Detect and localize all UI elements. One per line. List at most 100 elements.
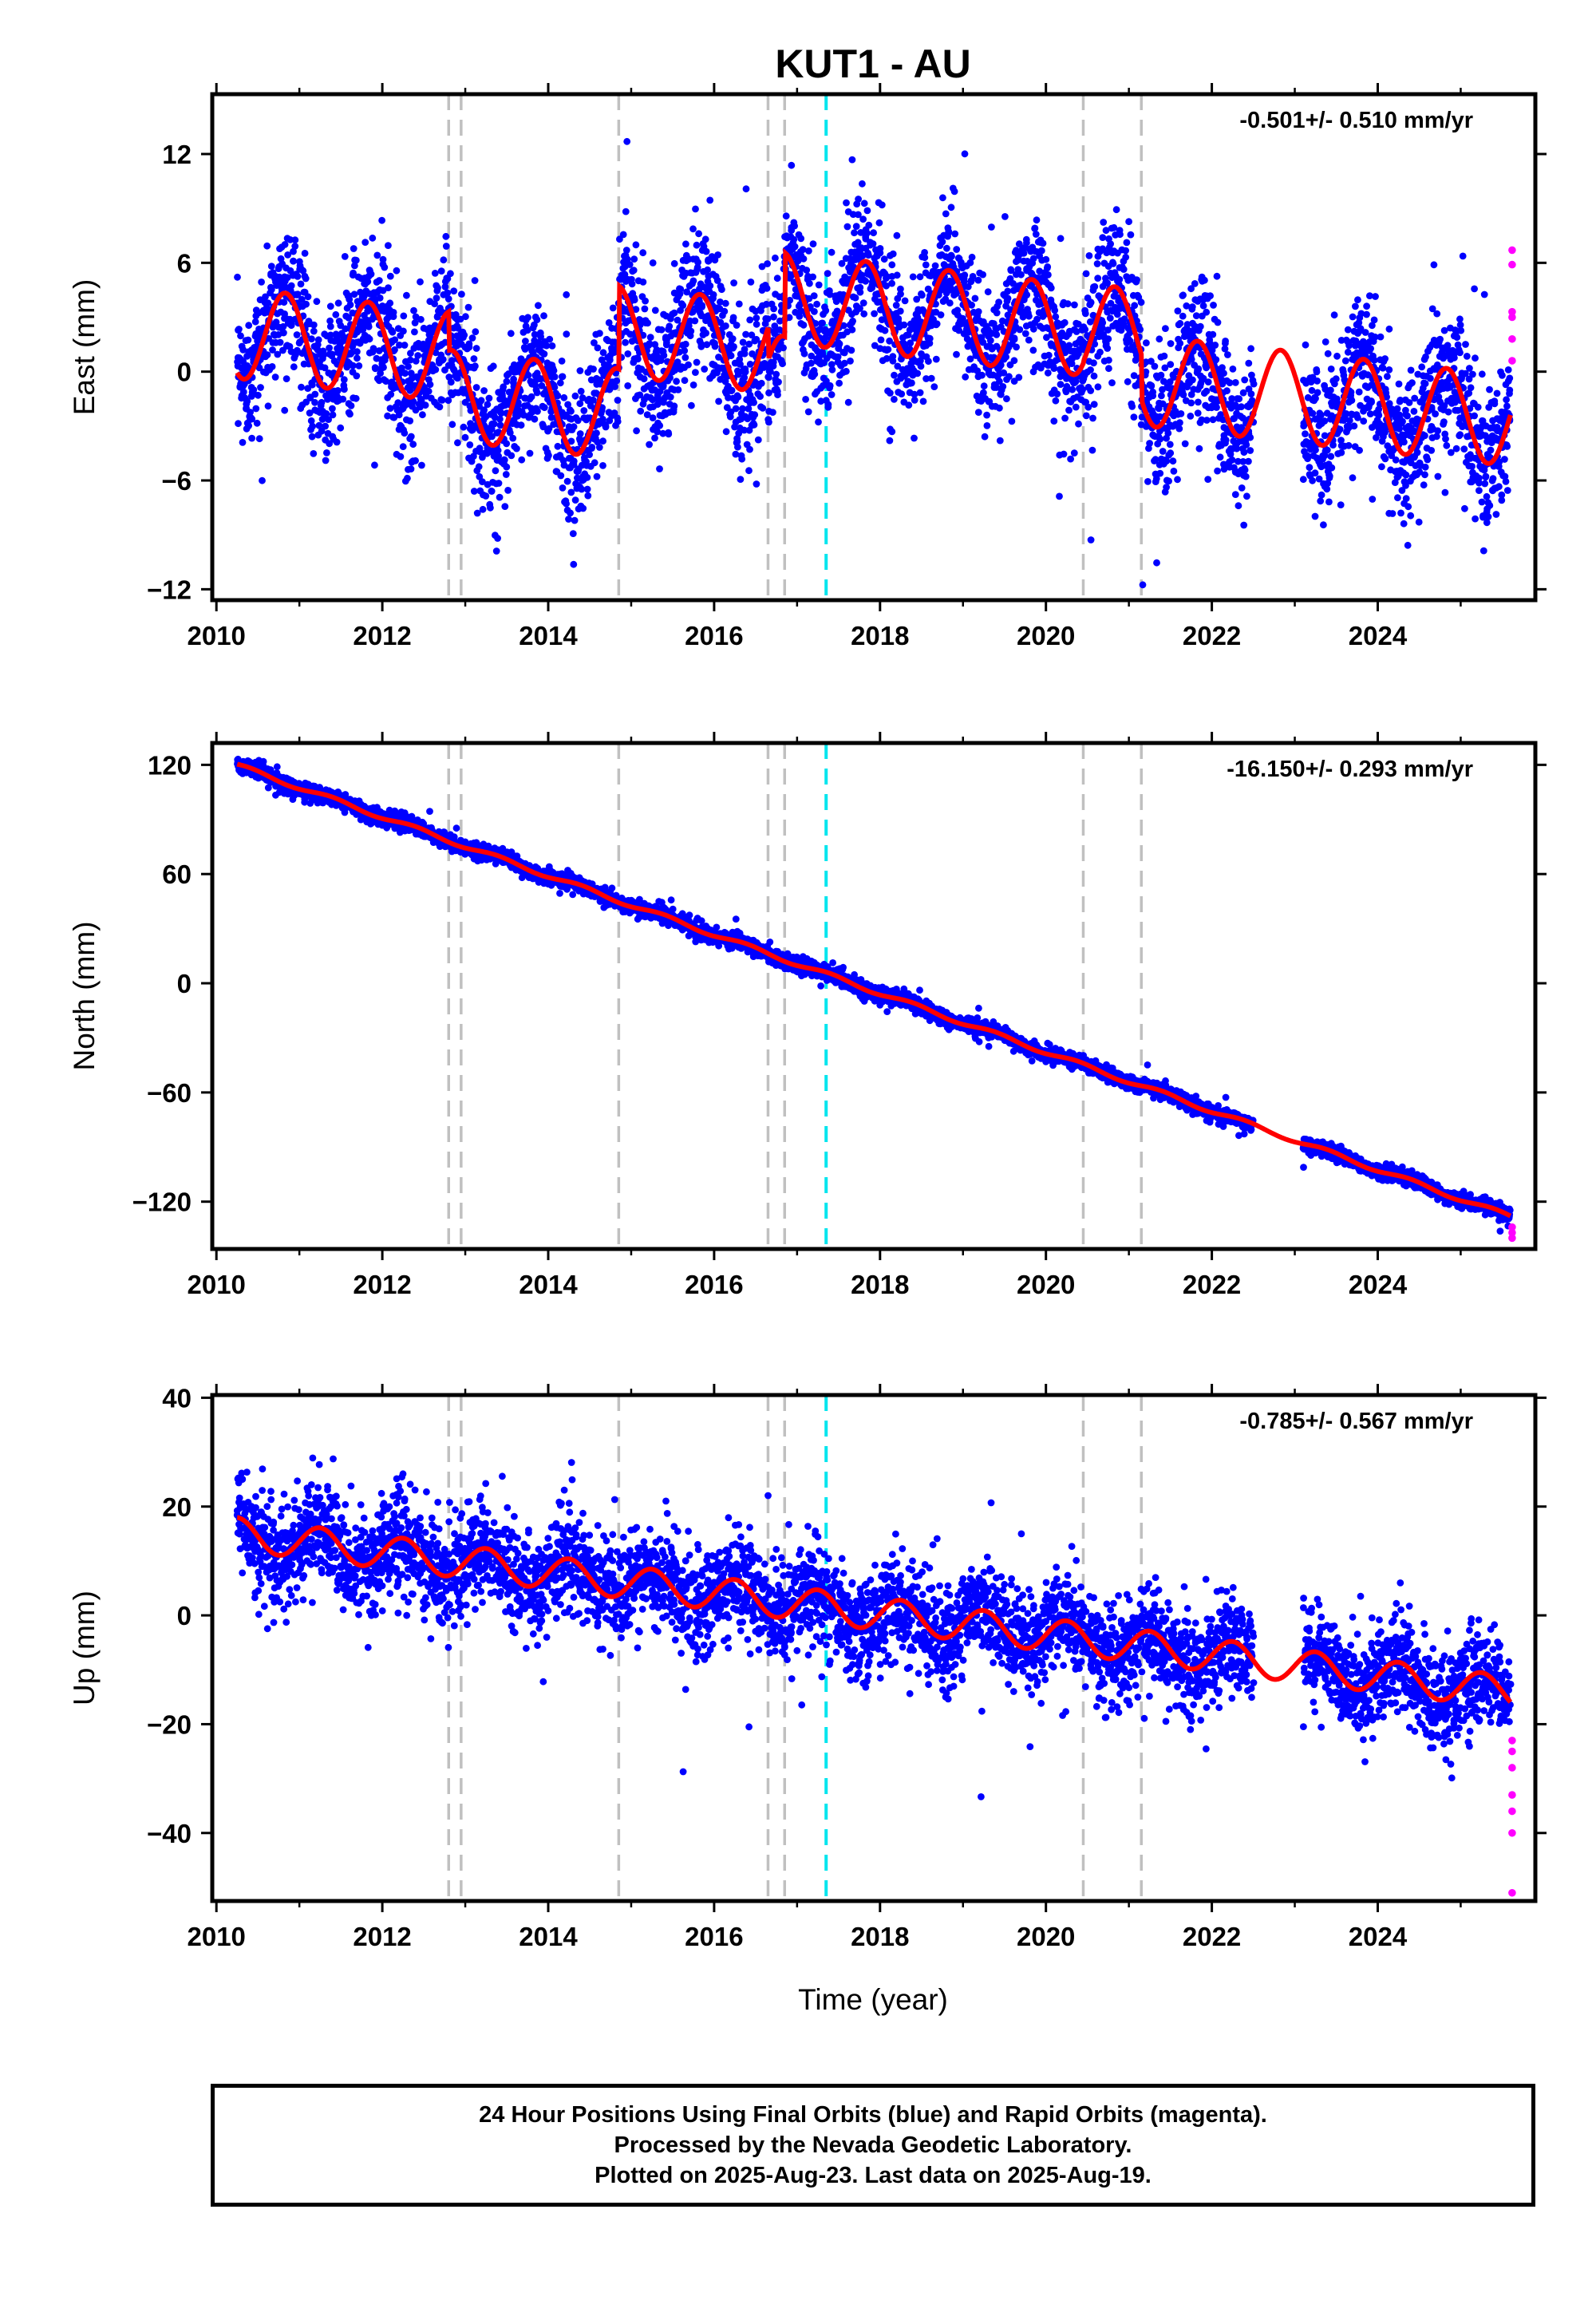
east-point bbox=[314, 336, 322, 344]
east-point bbox=[1394, 494, 1401, 502]
east-point bbox=[1106, 314, 1114, 322]
east-point bbox=[1214, 467, 1221, 475]
east-point bbox=[748, 331, 756, 339]
east-point bbox=[674, 358, 681, 366]
east-point bbox=[318, 398, 326, 406]
east-point bbox=[1314, 377, 1321, 385]
east-point bbox=[1468, 463, 1476, 470]
east-point bbox=[1070, 449, 1078, 456]
east-point bbox=[574, 417, 582, 425]
east-point bbox=[1204, 378, 1212, 385]
east-point bbox=[744, 415, 752, 423]
east-point bbox=[410, 306, 417, 314]
east-point bbox=[1309, 476, 1316, 484]
east-point bbox=[753, 335, 760, 343]
east-point bbox=[605, 319, 613, 326]
east-point bbox=[1153, 559, 1160, 567]
east-point bbox=[248, 434, 255, 442]
east-point bbox=[1204, 476, 1212, 483]
east-point bbox=[1005, 373, 1013, 381]
east-point bbox=[1327, 386, 1334, 394]
east-point bbox=[1360, 417, 1368, 425]
east-point bbox=[404, 474, 411, 482]
east-point bbox=[646, 441, 653, 449]
east-point bbox=[1220, 370, 1227, 377]
east-point bbox=[651, 434, 658, 442]
east-point bbox=[302, 275, 310, 283]
east-point bbox=[485, 394, 493, 402]
east-point bbox=[911, 397, 918, 404]
east-point bbox=[433, 294, 440, 302]
east-point bbox=[1501, 456, 1508, 463]
east-point bbox=[1228, 456, 1236, 464]
east-point bbox=[754, 436, 762, 444]
east-point bbox=[880, 255, 888, 263]
east-point bbox=[1443, 441, 1451, 449]
east-point bbox=[1413, 449, 1421, 456]
east-point bbox=[470, 488, 478, 495]
east-point bbox=[1043, 264, 1051, 272]
east-point bbox=[559, 373, 567, 381]
east-point bbox=[1400, 438, 1408, 446]
east-point bbox=[1162, 325, 1169, 332]
east-point bbox=[283, 274, 291, 282]
east-point bbox=[479, 505, 487, 513]
east-point bbox=[1089, 414, 1096, 422]
east-point bbox=[349, 362, 357, 370]
east-point bbox=[237, 332, 244, 340]
east-point bbox=[1321, 338, 1329, 346]
east-point bbox=[1233, 445, 1241, 453]
east-point bbox=[396, 342, 403, 349]
east-point bbox=[1442, 435, 1449, 443]
east-point bbox=[291, 243, 299, 250]
east-point bbox=[978, 371, 986, 379]
east-point bbox=[889, 357, 897, 365]
east-point bbox=[889, 250, 897, 258]
east-point bbox=[1428, 447, 1436, 454]
east-point bbox=[538, 382, 546, 389]
east-point bbox=[897, 290, 904, 298]
east-point bbox=[397, 453, 405, 460]
east-point bbox=[503, 463, 511, 471]
east-point bbox=[1474, 403, 1482, 411]
east-point bbox=[497, 409, 505, 417]
east-point bbox=[407, 433, 415, 441]
east-point bbox=[438, 357, 446, 364]
east-point bbox=[440, 256, 448, 264]
east-point bbox=[898, 390, 906, 397]
east-point bbox=[870, 229, 877, 237]
east-point bbox=[981, 433, 989, 441]
east-point bbox=[1176, 339, 1184, 347]
east-point bbox=[1176, 419, 1183, 426]
east-point bbox=[1434, 427, 1442, 435]
east-point bbox=[1033, 216, 1041, 224]
east-point bbox=[826, 381, 834, 389]
east-point bbox=[1081, 310, 1089, 318]
east-point bbox=[852, 223, 860, 230]
east-point bbox=[843, 367, 850, 375]
east-point bbox=[1395, 380, 1403, 388]
east-point bbox=[495, 453, 502, 460]
east-point bbox=[875, 219, 883, 227]
east-point bbox=[287, 322, 295, 330]
east-point bbox=[819, 319, 826, 327]
east-point bbox=[533, 316, 541, 323]
east-point bbox=[454, 324, 462, 332]
east-point bbox=[1506, 386, 1514, 394]
east-point bbox=[900, 321, 908, 329]
east-point bbox=[352, 256, 360, 264]
east-point bbox=[1174, 476, 1181, 484]
east-point bbox=[263, 242, 271, 250]
east-point bbox=[1407, 512, 1415, 520]
east-x-tick-label: 2020 bbox=[1017, 621, 1075, 650]
east-panel: 2010 2012 2014 2016 2018 2020 2022 2024−12−6061… bbox=[68, 83, 1547, 650]
east-point bbox=[1029, 325, 1037, 333]
east-x-tick-label: 2012 bbox=[353, 621, 411, 650]
east-point bbox=[811, 370, 819, 378]
east-point bbox=[1099, 234, 1107, 241]
east-point bbox=[1156, 469, 1164, 477]
east-point bbox=[1506, 374, 1514, 382]
east-point bbox=[1384, 373, 1391, 381]
east-point bbox=[570, 560, 578, 568]
east-point bbox=[518, 456, 526, 464]
